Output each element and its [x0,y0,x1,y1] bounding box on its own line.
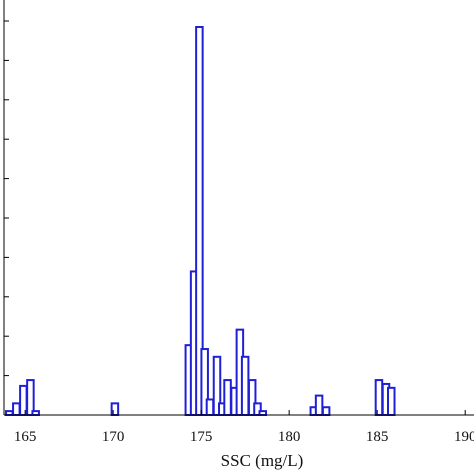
histogram-bars [5,26,396,417]
histogram-bar [26,379,35,416]
histogram-bar [240,355,250,416]
histogram-bar [321,406,331,416]
x-tick-label: 180 [278,429,301,445]
histogram-bar [12,402,21,416]
x-axis-ticks: 165 170 175 180 185 190 [14,410,474,445]
x-tick-label: 165 [14,429,37,445]
histogram-bar [205,398,215,417]
histogram-bar [31,410,40,416]
x-tick-label: 170 [102,429,125,445]
histogram-bar [19,384,28,416]
x-tick-label: 185 [366,429,389,445]
x-tick-label: 190 [454,429,474,445]
x-tick-label: 175 [190,429,213,445]
histogram-bar [374,379,384,416]
histogram-bar [258,410,268,416]
histogram-bar [314,394,324,417]
histogram-bar [223,379,232,416]
histogram-bar [5,410,14,416]
x-axis-title: SSC (mg/L) [221,451,304,470]
histogram-bar [387,386,396,416]
histogram-bar [110,402,120,416]
